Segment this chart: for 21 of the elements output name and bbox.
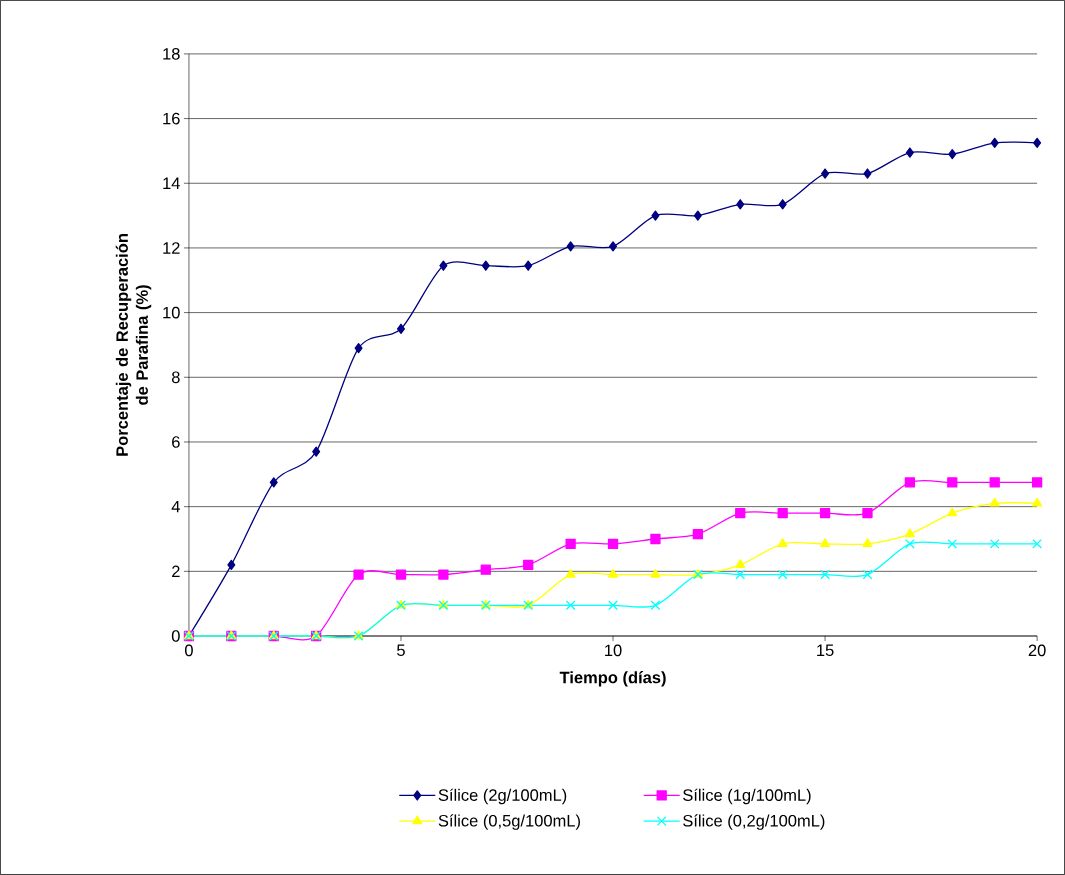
y-tick-label: 8 [171,371,180,384]
legend-label: Sílice (0,2g/100mL) [683,814,825,830]
y-tick-label: 16 [163,112,180,125]
y-tick-label: 12 [163,242,180,254]
x-tick-label: 10 [605,644,622,657]
x-tick-label: 20 [1028,644,1046,657]
legend-label: Sílice (2g/100mL) [438,788,567,805]
y-tick-label: 10 [163,306,180,319]
y-tick-label: 6 [172,436,180,448]
y-tick-label: 2 [172,565,180,578]
y-tick-label: 14 [163,177,180,189]
legend-label: Sílice (1g/100mL) [683,788,811,805]
y-tick-label: 18 [163,48,180,60]
x-tick-label: 5 [397,644,405,657]
x-tick-label: 15 [817,644,834,657]
legend-label: Sílice (0,5g/100mL) [438,814,580,830]
x-tick-label: 0 [184,644,193,657]
y-tick-label: 4 [171,500,180,513]
y-tick-label: 0 [171,630,180,642]
y-axis-title: Porcentaje de Recuperación de Parafina (%) [115,234,152,456]
x-axis-title: Tiempo (días) [559,671,666,687]
